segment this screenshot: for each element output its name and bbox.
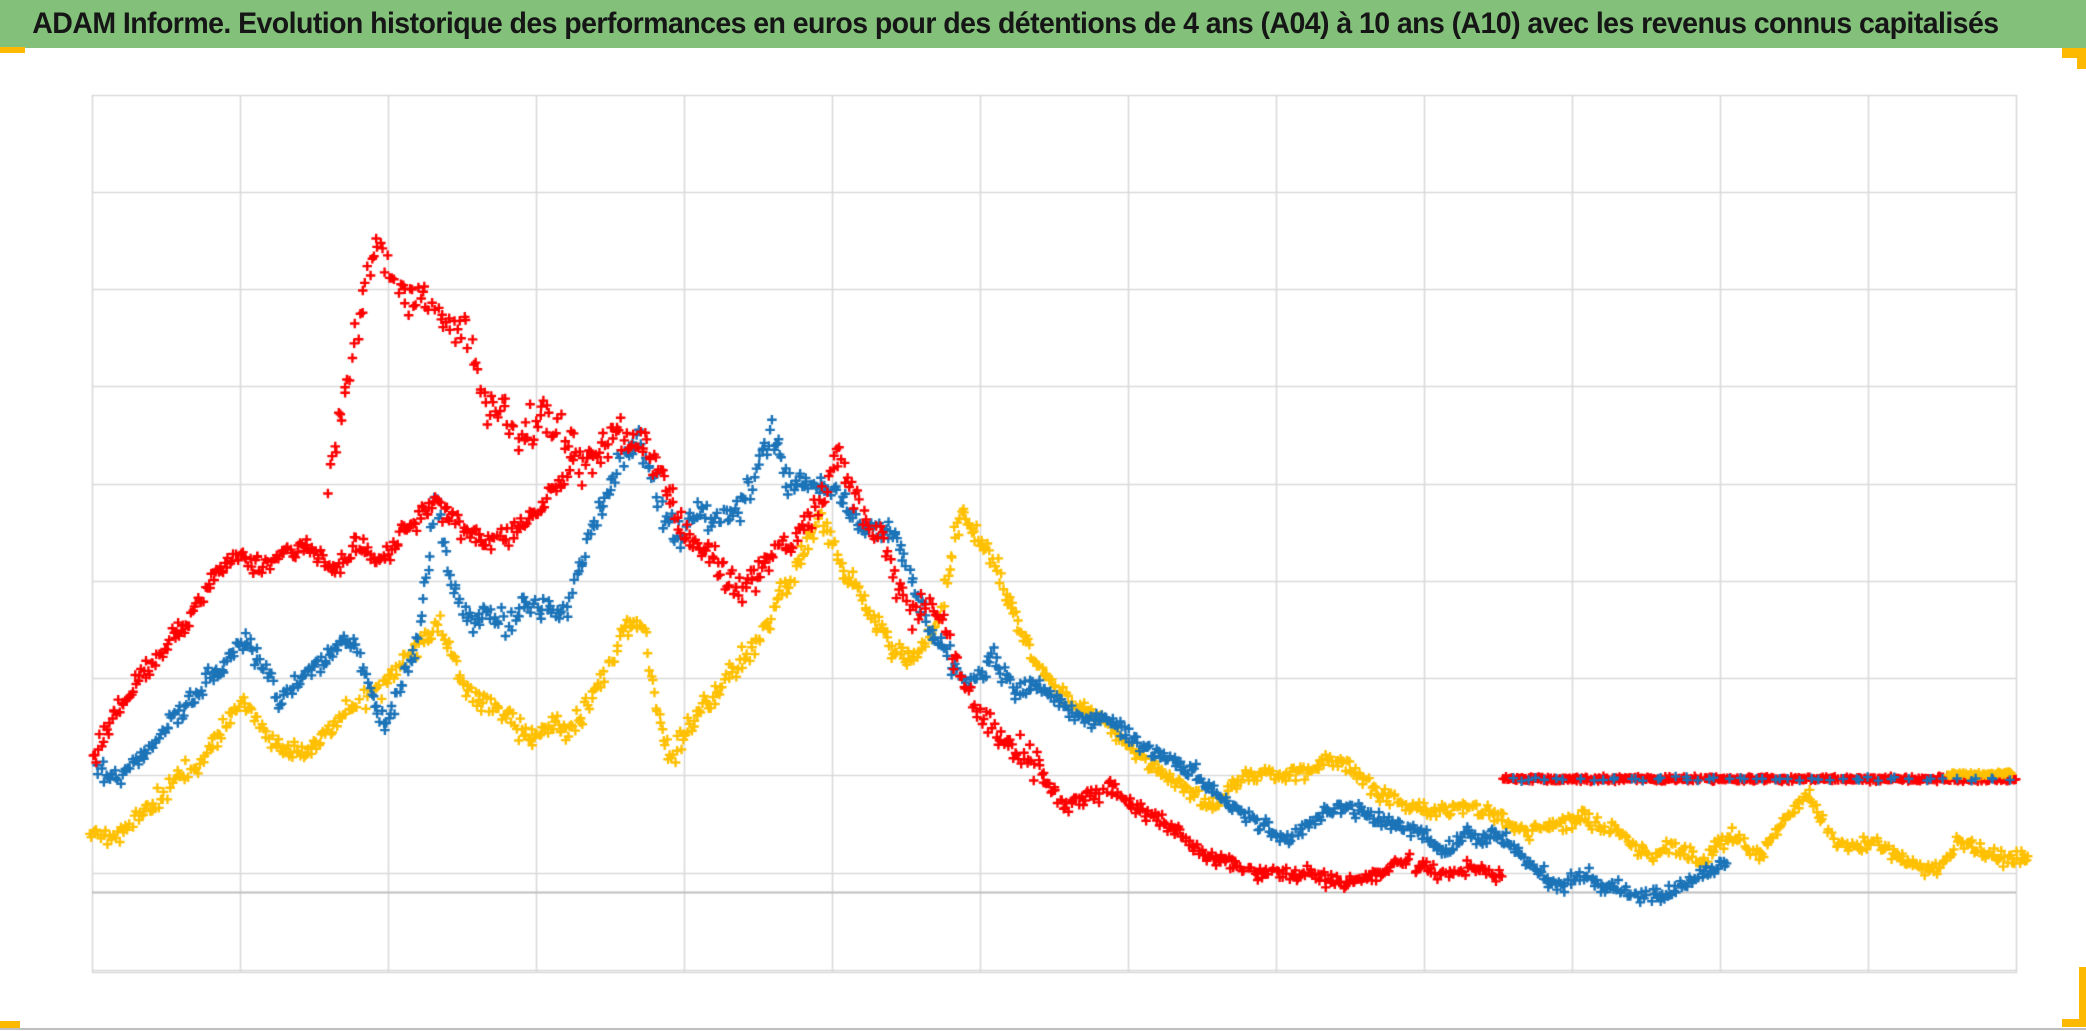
bottom-divider-line <box>0 1028 2086 1030</box>
corner-mark-top-left <box>0 47 25 53</box>
corner-mark-top-right-horizontal <box>2062 48 2086 58</box>
corner-mark-bottom-right-vertical <box>2079 967 2086 1027</box>
corner-mark-top-right-vertical <box>2077 48 2086 69</box>
corner-mark-bottom-right-horizontal <box>2062 1019 2086 1027</box>
corner-mark-bottom-left <box>0 1021 20 1028</box>
